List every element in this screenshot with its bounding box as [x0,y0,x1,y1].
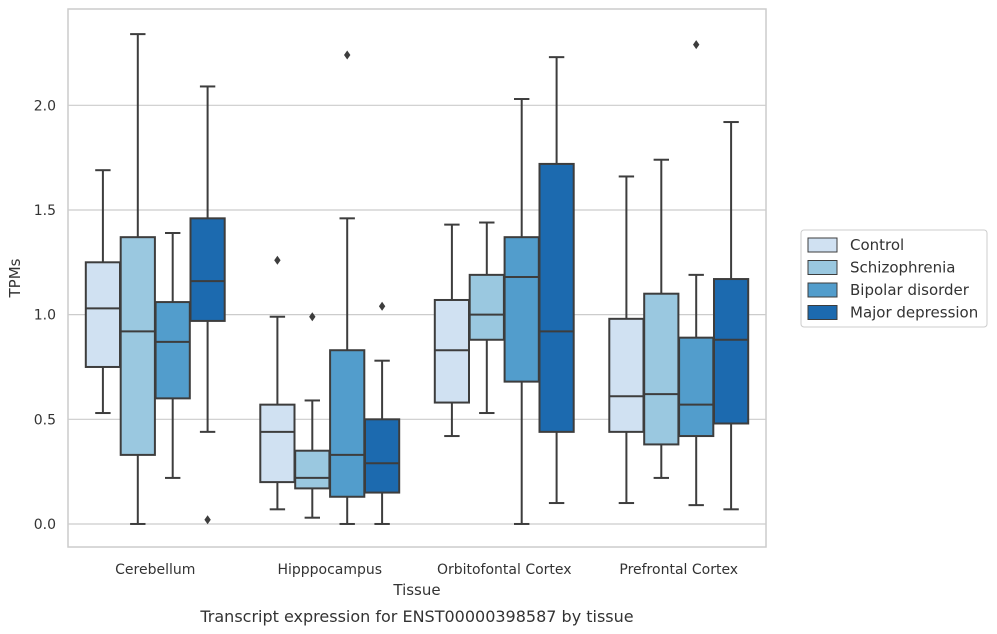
box-0-3 [189,85,226,525]
legend-label: Control [850,236,904,254]
box-iqr [538,162,575,433]
box-iqr [643,292,680,446]
outlier-point [693,40,700,50]
y-axis-label: TPMs [6,258,24,298]
box-3-3 [712,121,750,511]
box-iqr [468,273,505,341]
legend-label: Bipolar disorder [850,281,970,299]
y-tick-label: 2.0 [34,98,56,114]
y-tick-label: 1.5 [34,203,56,219]
box-2-2 [503,98,540,525]
x-tick-label: Cerebellum [115,562,195,578]
legend-swatch [807,305,838,320]
box-2-3 [538,56,575,505]
box-iqr [189,217,226,322]
box-3-2 [678,40,715,507]
legend-items: Control Schizophrenia Bipolar disorder Majo… [807,236,978,322]
box-iqr [259,403,296,484]
legend-swatch [807,260,838,275]
box-iqr [363,418,401,494]
box-3-1 [643,158,680,479]
box-iqr [119,236,156,456]
outlier-point [274,255,281,265]
x-tick-label: Prefrontal Cortex [619,562,738,578]
legend-label: Schizophrenia [850,259,955,277]
box-1-1 [294,312,331,519]
box-iqr [294,449,331,490]
legend-swatch [807,237,838,253]
box-2-1 [468,221,505,415]
x-tick-label: Hipppocampus [277,562,382,578]
y-tick-label: 0.0 [34,517,56,533]
boxes [84,33,750,525]
x-tick-labels: Cerebellum Hipppocampus Orbitofontal Corte… [115,562,738,578]
box-iqr [712,278,750,425]
y-tick-labels: 0.0 0.5 1.0 1.5 2.0 [34,98,56,533]
box-iqr [678,336,715,438]
box-iqr [84,261,122,368]
box-iqr [329,349,366,498]
box-iqr [154,301,191,400]
plot-area-frame [67,8,767,548]
box-0-1 [119,33,156,525]
outlier-point [309,312,316,322]
box-iqr [433,298,471,404]
box-1-0 [259,255,296,511]
box-iqr [503,236,540,383]
box-2-0 [433,223,471,438]
x-tick-label: Orbitofontal Cortex [437,562,572,578]
box-0-2 [154,231,191,479]
outlier-point [378,301,386,311]
box-0-0 [84,169,122,415]
box-1-2 [329,50,366,525]
x-axis-label: Tissue [392,581,440,599]
legend: Control Schizophrenia Bipolar disorder Majo… [800,229,988,328]
y-tick-label: 1.0 [34,308,56,324]
box-iqr [608,317,645,433]
box-3-0 [608,175,645,505]
chart-title: Transcript expression for ENST0000039858… [199,607,633,626]
legend-frame [800,229,988,328]
box-1-3 [363,301,401,525]
y-tick-label: 0.5 [34,412,56,428]
legend-swatch [807,282,838,298]
outlier-point [204,515,211,525]
legend-label: Major depression [850,304,978,322]
outlier-point [344,50,351,60]
